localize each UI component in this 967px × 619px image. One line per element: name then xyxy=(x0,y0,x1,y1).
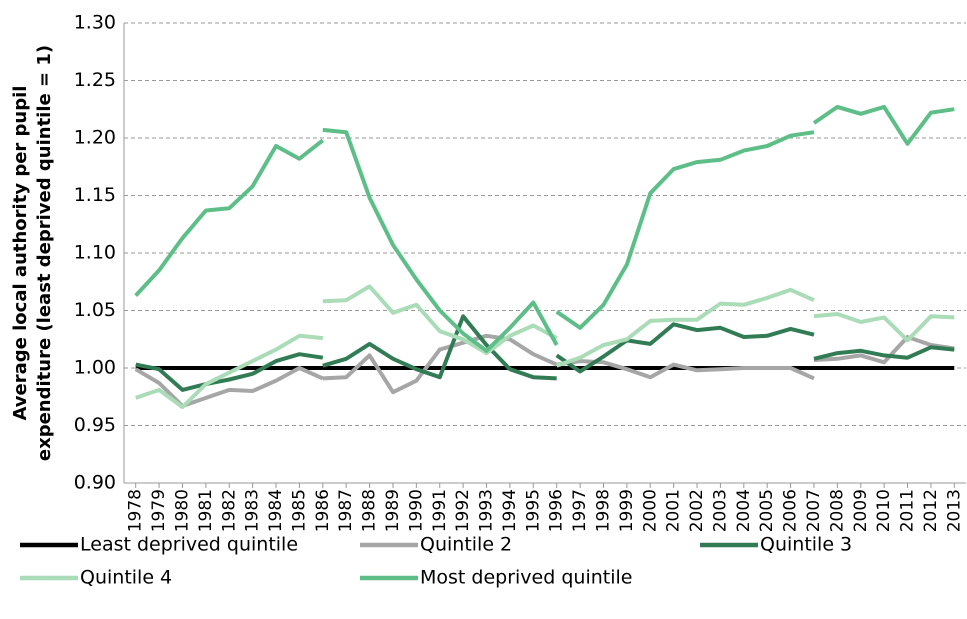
x-tick-label: 1978 xyxy=(126,489,146,532)
series-line xyxy=(135,284,955,410)
x-tick-label: 1999 xyxy=(617,489,637,532)
x-tick-label: 1996 xyxy=(547,489,567,532)
y-tick-label: 1.30 xyxy=(74,12,116,34)
x-tick-label: 1986 xyxy=(313,489,333,532)
series-line xyxy=(134,104,955,353)
x-tick-label: 1981 xyxy=(196,489,216,532)
x-tick-label: 2005 xyxy=(757,489,777,532)
x-tick-label: 2001 xyxy=(664,489,684,532)
y-tick-label: 1.20 xyxy=(74,127,116,149)
y-axis-label-line: Average local authority per pupil xyxy=(10,86,31,421)
legend-label: Quintile 4 xyxy=(80,567,172,589)
x-tick-label: 1984 xyxy=(266,489,286,532)
legend-label: Least deprived quintile xyxy=(80,534,298,556)
legend-label: Most deprived quintile xyxy=(420,567,632,589)
x-tick-label: 1979 xyxy=(149,489,169,532)
y-axis-label-line: expenditure (least deprived quintile = 1… xyxy=(34,45,55,461)
x-tick-label: 1994 xyxy=(500,489,520,532)
series-line xyxy=(134,333,955,408)
x-tick-label: 2009 xyxy=(851,489,871,532)
x-tick-label: 2012 xyxy=(921,489,941,532)
y-tick-label: 1.10 xyxy=(74,242,116,264)
series-line xyxy=(135,314,955,392)
y-tick-label: 1.15 xyxy=(74,184,116,206)
x-tick-label: 2006 xyxy=(781,489,801,532)
x-tick-label: 1991 xyxy=(430,489,450,532)
x-tick-label: 1997 xyxy=(570,489,590,532)
y-tick-label: 1.00 xyxy=(74,357,116,379)
y-tick-label: 0.95 xyxy=(74,414,116,436)
x-tick-label: 1989 xyxy=(383,489,403,532)
x-tick-label: 2013 xyxy=(944,489,964,532)
x-tick-label: 1995 xyxy=(523,489,543,532)
x-tick-label: 2010 xyxy=(874,489,894,532)
x-tick-label: 2000 xyxy=(640,489,660,532)
y-tick-label: 1.25 xyxy=(74,69,116,91)
x-tick-label: 1983 xyxy=(243,489,263,532)
x-tick-label: 1982 xyxy=(219,489,239,532)
x-tick-label: 2003 xyxy=(710,489,730,532)
x-tick-label: 2007 xyxy=(804,489,824,532)
x-tick-label: 1992 xyxy=(453,489,473,532)
x-tick-label: 1985 xyxy=(289,489,309,532)
x-tick-label: 1988 xyxy=(360,489,380,532)
x-tick-label: 1993 xyxy=(477,489,497,532)
x-tick-label: 1990 xyxy=(406,489,426,532)
legend-label: Quintile 2 xyxy=(420,534,512,556)
y-axis-label: Average local authority per pupil expend… xyxy=(10,45,55,461)
x-tick-label: 1998 xyxy=(593,489,613,532)
x-tick-label: 2008 xyxy=(827,489,847,532)
x-tick-label: 2004 xyxy=(734,489,754,532)
x-tick-label: 1987 xyxy=(336,489,356,532)
y-tick-label: 1.05 xyxy=(74,299,116,321)
y-tick-label: 0.90 xyxy=(74,472,116,494)
legend-label: Quintile 3 xyxy=(760,534,852,556)
x-tick-label: 1980 xyxy=(172,489,192,532)
x-tick-label: 2011 xyxy=(898,489,918,532)
x-tick-label: 2002 xyxy=(687,489,707,532)
